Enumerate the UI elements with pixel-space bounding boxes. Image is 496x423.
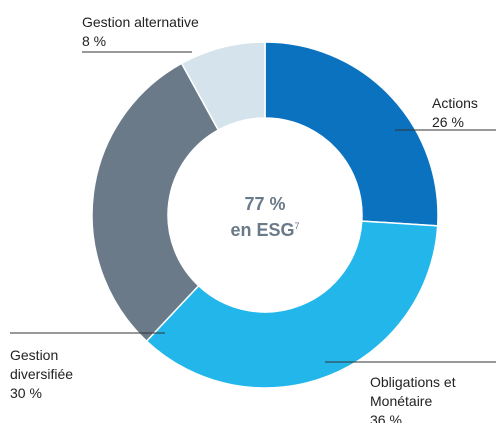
slice-label: Obligations et Monétaire 36 % (370, 373, 495, 423)
donut-slice (180, 41, 266, 132)
category-name: Gestion alternative (82, 14, 199, 30)
center-text: 77 % en ESG7 (185, 193, 345, 241)
center-sublabel-line: en ESG7 (185, 215, 345, 241)
value-label: 36 % (370, 412, 402, 423)
center-label: 77 % (244, 194, 286, 214)
value-label: 30 % (10, 385, 42, 401)
value-label: 8 % (82, 33, 107, 49)
slice-label: Actions 26 % (432, 94, 496, 132)
category-name: Gestion diversifiée (10, 347, 74, 382)
donut-slice (91, 62, 220, 343)
value-label: 26 % (432, 114, 464, 130)
category-name: Actions (432, 95, 478, 111)
slice-label: Gestion alternative 8 % (82, 13, 242, 51)
donut-slice (145, 220, 439, 389)
center-sublabel: en ESG (230, 220, 295, 240)
category-name: Obligations et Monétaire (370, 374, 456, 409)
slice-label: Gestion diversifiée 30 % (10, 346, 110, 403)
center-note: 7 (294, 221, 300, 231)
donut-slice (264, 41, 439, 227)
